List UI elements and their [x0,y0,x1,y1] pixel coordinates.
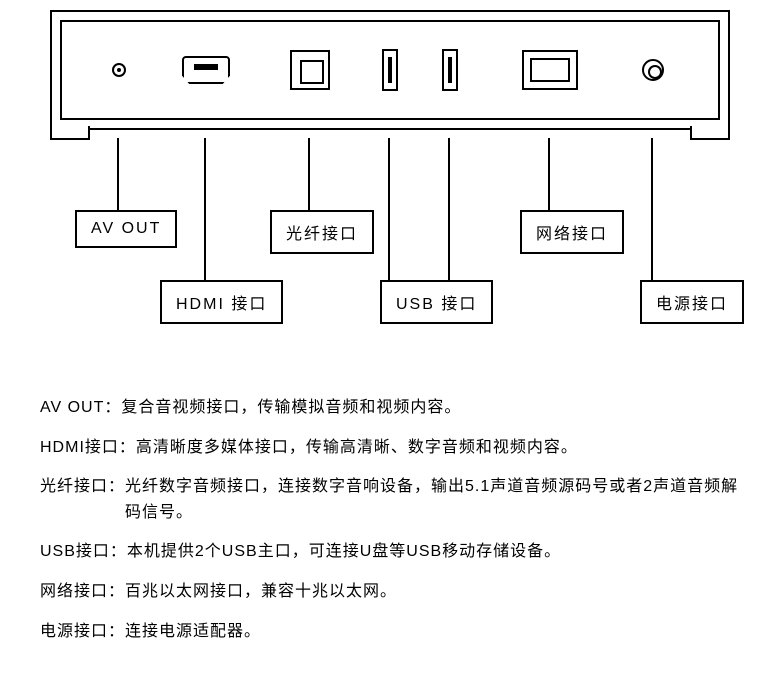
lead-usb-2 [448,138,450,280]
port-usb-2 [442,49,458,91]
desc-row: HDMI接口： 高清晰度多媒体接口，传输高清晰、数字音频和视频内容。 [40,435,750,461]
device-outline [50,10,730,130]
desc-term: 电源接口： [40,619,125,645]
port-av-out [112,63,126,77]
desc-term: 网络接口： [40,579,125,605]
desc-text: 光纤数字音频接口，连接数字音响设备，输出5.1声道音频源码号或者2声道音频解码信… [125,474,750,525]
desc-row: AV OUT： 复合音视频接口，传输模拟音频和视频内容。 [40,395,750,421]
port-network [522,50,578,90]
desc-row: USB接口： 本机提供2个USB主口，可连接U盘等USB移动存储设备。 [40,539,750,565]
desc-text: 百兆以太网接口，兼容十兆以太网。 [125,579,397,605]
desc-term: 光纤接口： [40,474,125,525]
desc-text: 本机提供2个USB主口，可连接U盘等USB移动存储设备。 [127,539,561,565]
label-usb: USB 接口 [380,280,493,324]
descriptions-block: AV OUT： 复合音视频接口，传输模拟音频和视频内容。 HDMI接口： 高清晰… [40,395,750,658]
desc-text: 高清晰度多媒体接口，传输高清晰、数字音频和视频内容。 [136,435,578,461]
lead-usb-1 [388,138,390,280]
lead-hdmi [204,138,206,280]
device-foot-left [50,126,90,140]
desc-row: 网络接口： 百兆以太网接口，兼容十兆以太网。 [40,579,750,605]
port-usb-1 [382,49,398,91]
desc-text: 复合音视频接口，传输模拟音频和视频内容。 [121,395,461,421]
desc-row: 电源接口： 连接电源适配器。 [40,619,750,645]
desc-text: 连接电源适配器。 [125,619,261,645]
lead-network [548,138,550,210]
lead-av-out [117,138,119,210]
desc-row: 光纤接口： 光纤数字音频接口，连接数字音响设备，输出5.1声道音频源码号或者2声… [40,474,750,525]
label-optical: 光纤接口 [270,210,374,254]
lead-power [651,138,653,280]
device-foot-right [690,126,730,140]
label-av-out: AV OUT [75,210,177,248]
lead-optical [308,138,310,210]
label-power: 电源接口 [640,280,744,324]
port-optical [290,50,330,90]
label-network: 网络接口 [520,210,624,254]
port-power [642,59,664,81]
desc-term: USB接口： [40,539,127,565]
rear-panel-diagram: AV OUT HDMI 接口 光纤接口 USB 接口 网络接口 电源接口 [30,10,750,330]
desc-term: HDMI接口： [40,435,136,461]
port-hdmi [182,56,230,84]
desc-term: AV OUT： [40,395,121,421]
label-hdmi: HDMI 接口 [160,280,283,324]
